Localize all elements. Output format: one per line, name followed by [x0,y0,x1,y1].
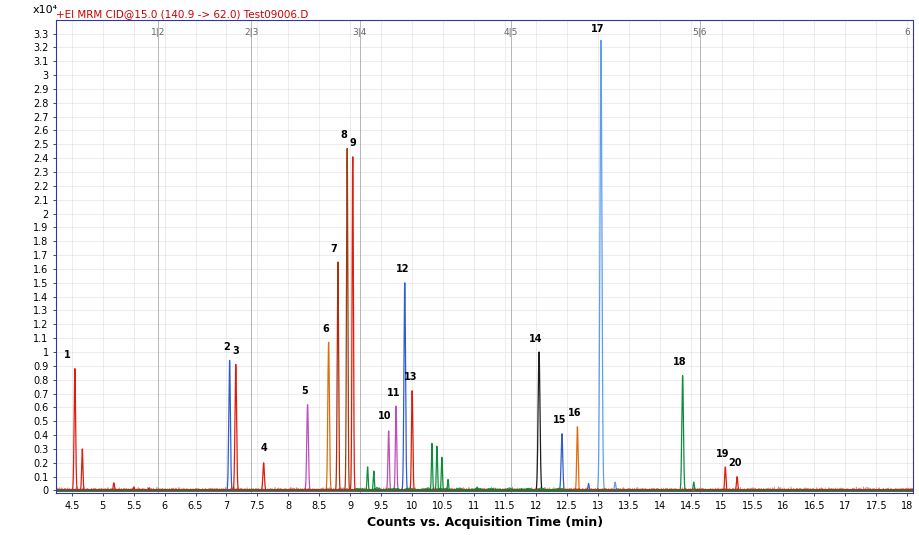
Text: 18: 18 [672,357,686,367]
Text: x10⁴: x10⁴ [32,5,57,15]
Text: 16: 16 [568,409,581,418]
Text: 11: 11 [386,388,400,398]
Text: 13: 13 [403,372,416,383]
Text: 12: 12 [395,264,409,274]
Text: 6: 6 [322,324,328,334]
Text: 17: 17 [590,24,604,34]
Text: 14: 14 [528,334,542,343]
Text: +EI MRM CID@15.0 (140.9 -> 62.0) Test09006.D: +EI MRM CID@15.0 (140.9 -> 62.0) Test090… [56,9,309,19]
Text: 3|4: 3|4 [352,28,367,37]
Text: 7: 7 [331,244,337,254]
Text: 2|3: 2|3 [244,28,258,37]
Text: 4: 4 [260,443,267,453]
Text: 1: 1 [64,350,71,360]
Text: 15: 15 [552,415,565,425]
Text: 1|2: 1|2 [151,28,165,37]
Text: 19: 19 [715,449,729,458]
Text: 5: 5 [301,386,308,396]
Text: 8: 8 [340,130,346,140]
Text: 9: 9 [349,139,356,148]
Text: 2: 2 [223,342,230,352]
X-axis label: Counts vs. Acquisition Time (min): Counts vs. Acquisition Time (min) [367,516,602,530]
Text: 5|6: 5|6 [692,28,707,37]
Text: 20: 20 [728,458,741,468]
Text: 6: 6 [903,28,909,37]
Text: 4|5: 4|5 [504,28,517,37]
Text: 3: 3 [233,346,239,356]
Text: 10: 10 [377,411,391,421]
